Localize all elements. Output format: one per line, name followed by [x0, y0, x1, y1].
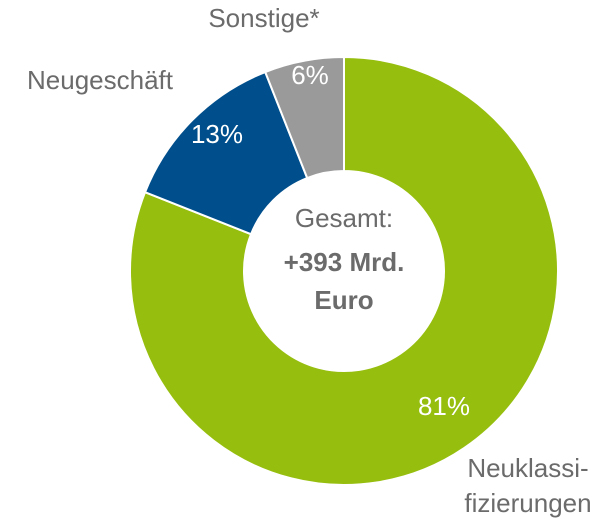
category-label: Neugeschäft — [27, 65, 174, 95]
value-label: 13% — [191, 119, 243, 149]
category-label: Sonstige* — [208, 3, 319, 33]
donut-segment — [263, 55, 345, 180]
value-label: 81% — [418, 391, 470, 421]
donut-segment — [143, 70, 309, 236]
category-label: Neuklassi-fizierungen — [464, 453, 591, 518]
center-total: +393 Mrd. — [284, 247, 405, 277]
center-label: Gesamt: — [295, 203, 393, 233]
donut-segment — [129, 55, 559, 486]
value-label: 6% — [291, 60, 329, 90]
center-unit: Euro — [314, 285, 373, 315]
